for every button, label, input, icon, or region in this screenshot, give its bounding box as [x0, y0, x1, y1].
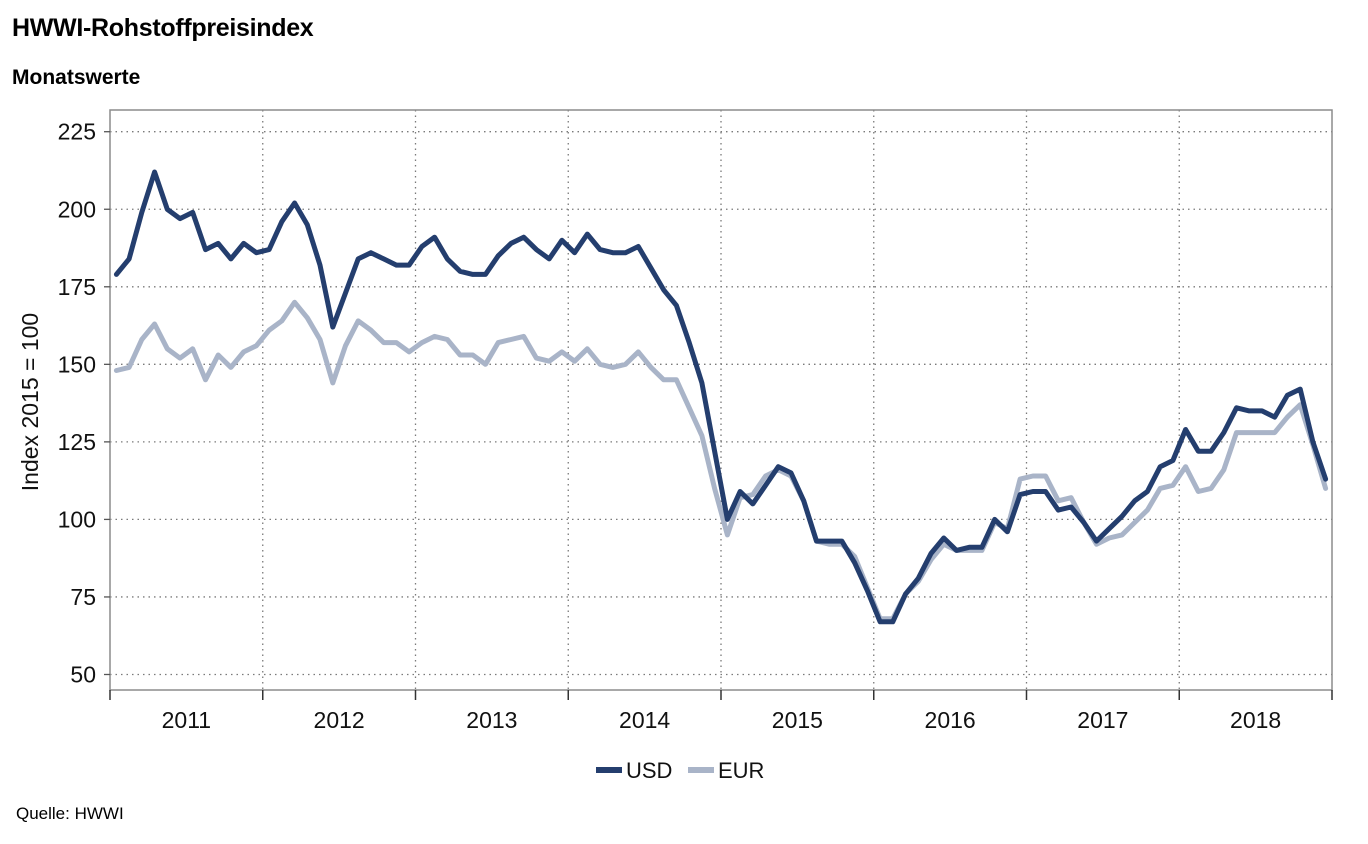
y-tick-label: 50	[70, 661, 96, 687]
plot-frame	[109, 109, 1333, 691]
y-tick-label: 75	[70, 584, 96, 610]
x-tick-label: 2014	[619, 707, 670, 733]
y-tick-label: 125	[58, 429, 96, 455]
series-layer	[113, 169, 1329, 625]
axis-layer: 50 75 100 125 150 175 200 225 2011 2012 2013 2014 20…	[58, 119, 1333, 733]
legend-label-eur: EUR	[718, 758, 764, 783]
y-tick-label: 175	[58, 274, 96, 300]
x-tick-label: 2017	[1077, 707, 1128, 733]
legend: USD EUR	[596, 758, 764, 783]
y-tick-label: 100	[58, 506, 96, 532]
x-tick-label: 2018	[1230, 707, 1281, 733]
chart-subtitle: Monatswerte	[12, 66, 141, 89]
grid-layer	[110, 110, 1332, 690]
series-line-eur	[113, 299, 1329, 622]
series-line-usd	[113, 169, 1329, 625]
y-axis-label: Index 2015 = 100	[17, 313, 43, 491]
x-tick-label: 2016	[925, 707, 976, 733]
x-tick-label: 2013	[466, 707, 517, 733]
x-tick-label: 2012	[314, 707, 365, 733]
y-tick-label: 200	[58, 196, 96, 222]
chart-title: HWWI-Rohstoffpreisindex	[12, 14, 314, 42]
x-tick-label: 2011	[162, 707, 211, 733]
source-note: Quelle: HWWI	[16, 804, 124, 823]
x-tick-label: 2015	[772, 707, 823, 733]
y-tick-label: 225	[58, 119, 96, 145]
y-tick-label: 150	[58, 351, 96, 377]
legend-label-usd: USD	[626, 758, 672, 783]
